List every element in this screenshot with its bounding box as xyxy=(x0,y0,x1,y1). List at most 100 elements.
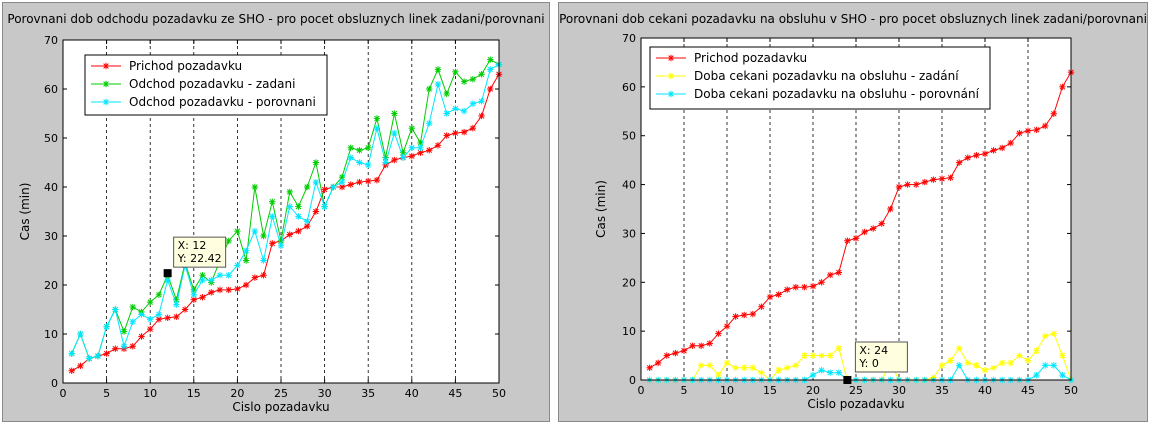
data-point xyxy=(77,330,84,338)
x-tick-label: 35 xyxy=(361,387,375,400)
y-tick-label: 20 xyxy=(44,279,58,292)
data-point xyxy=(809,282,817,290)
data-point xyxy=(1024,357,1032,364)
data-point xyxy=(373,125,381,132)
data-point xyxy=(827,271,834,279)
chart-title: Porovnani dob cekani pozadavku na obsluh… xyxy=(559,12,1147,26)
data-point xyxy=(1024,127,1032,135)
y-tick-label: 70 xyxy=(44,34,58,47)
data-point xyxy=(164,276,171,284)
data-point xyxy=(887,205,894,213)
data-point xyxy=(1042,332,1049,340)
data-point xyxy=(242,247,250,254)
data-point xyxy=(1042,362,1049,369)
data-point xyxy=(434,80,442,88)
data-point xyxy=(487,66,494,73)
datatip-marker xyxy=(163,269,172,278)
data-point xyxy=(391,110,398,117)
data-point xyxy=(295,213,302,220)
x-tick-label: 10 xyxy=(143,387,157,400)
x-tick-label: 15 xyxy=(763,384,777,397)
data-point xyxy=(426,120,433,127)
data-point xyxy=(338,178,346,186)
data-point xyxy=(147,316,154,323)
data-point xyxy=(1016,352,1023,359)
x-tick-label: 45 xyxy=(448,387,462,400)
data-point xyxy=(895,183,903,191)
data-point xyxy=(487,85,494,93)
x-tick-label: 50 xyxy=(492,387,506,400)
data-point xyxy=(94,352,102,360)
data-point xyxy=(190,291,197,298)
waiting-chart[interactable]: Porovnani dob cekani pozadavku na obsluh… xyxy=(559,3,1149,423)
data-point xyxy=(199,276,206,284)
legend-box xyxy=(649,46,991,110)
data-point xyxy=(234,285,241,293)
y-tick-label: 40 xyxy=(44,181,58,194)
data-point xyxy=(827,369,834,376)
data-point xyxy=(775,367,782,374)
data-point xyxy=(663,352,670,359)
data-point xyxy=(741,311,748,319)
data-point xyxy=(208,276,215,284)
data-point xyxy=(990,147,997,154)
y-tick-label: 70 xyxy=(622,32,636,45)
data-point xyxy=(766,293,774,301)
data-point xyxy=(138,333,145,340)
data-point xyxy=(844,237,851,244)
data-point xyxy=(818,367,825,374)
data-point xyxy=(426,85,433,93)
data-point xyxy=(723,359,731,367)
x-axis-label: Cislo pozadavku xyxy=(232,400,329,414)
datatip-text: Y: 22.42 xyxy=(177,252,222,265)
data-point xyxy=(990,364,997,371)
data-point xyxy=(77,362,84,370)
data-point xyxy=(478,71,485,78)
data-point xyxy=(365,161,372,169)
data-point xyxy=(242,257,250,264)
data-point xyxy=(330,183,337,191)
data-point xyxy=(129,303,136,311)
data-point xyxy=(147,298,154,306)
data-point xyxy=(356,178,363,186)
data-point xyxy=(947,174,954,181)
data-point xyxy=(1033,347,1040,354)
data-point xyxy=(277,242,285,249)
data-point xyxy=(382,159,389,166)
data-point xyxy=(956,159,963,166)
data-point xyxy=(181,306,189,313)
data-point xyxy=(478,112,485,120)
data-point xyxy=(827,352,834,359)
legend-box xyxy=(84,54,328,116)
data-point xyxy=(956,345,963,352)
data-point xyxy=(443,110,450,117)
data-point xyxy=(469,125,477,132)
data-point xyxy=(732,364,739,371)
x-tick-label: 40 xyxy=(978,384,992,397)
data-point xyxy=(452,68,459,76)
data-point xyxy=(1007,359,1014,367)
data-point xyxy=(443,90,450,98)
departure-chart[interactable]: Porovnani dob odchodu pozadavku ze SHO -… xyxy=(3,3,551,423)
x-tick-label: 50 xyxy=(1064,384,1078,397)
x-tick-label: 0 xyxy=(60,387,67,400)
data-point xyxy=(68,350,75,357)
data-point xyxy=(715,330,722,337)
data-point xyxy=(164,314,171,322)
data-point xyxy=(391,129,398,137)
data-point xyxy=(801,352,808,359)
data-point xyxy=(365,144,372,151)
plot-frame xyxy=(640,37,1072,381)
x-tick-label: 10 xyxy=(720,384,734,397)
data-point xyxy=(138,311,145,318)
data-point xyxy=(347,181,354,188)
data-point xyxy=(999,144,1006,152)
data-point xyxy=(120,343,128,350)
data-point xyxy=(1050,362,1057,369)
y-axis-label: Cas (min) xyxy=(18,183,32,241)
data-point xyxy=(1007,139,1014,147)
data-point xyxy=(260,257,267,264)
data-point xyxy=(913,181,920,188)
datatip-text: X: 24 xyxy=(859,344,888,357)
data-point xyxy=(303,183,311,191)
